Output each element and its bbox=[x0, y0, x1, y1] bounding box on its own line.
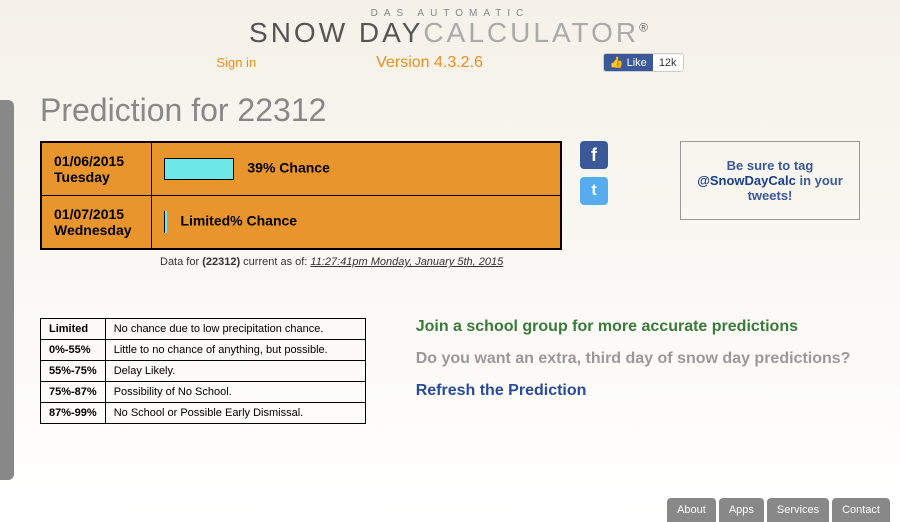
social-column: f t bbox=[580, 141, 608, 205]
tag-callout-box: Be sure to tag @SnowDayCalc in your twee… bbox=[680, 141, 860, 220]
fb-like-label: Like bbox=[627, 57, 647, 69]
date-cell-2: 01/07/2015 Wednesday bbox=[41, 196, 151, 250]
legend-desc: No chance due to low precipitation chanc… bbox=[105, 319, 365, 340]
subheader: Sign in Version 4.3.2.6 👍 Like 12k bbox=[0, 53, 900, 72]
legend-range: Limited bbox=[41, 319, 106, 340]
title-calc: CALCULATOR bbox=[423, 17, 639, 48]
legend-row: 55%-75%Delay Likely. bbox=[41, 361, 366, 382]
left-side-tab[interactable] bbox=[0, 100, 14, 480]
title-snow: SNOW DAY bbox=[249, 17, 423, 48]
chance-bar-2 bbox=[164, 211, 167, 233]
day-2: Wednesday bbox=[54, 222, 132, 238]
footer-tab-contact[interactable]: Contact bbox=[832, 498, 890, 522]
note-zip: (22312) bbox=[202, 256, 240, 268]
prediction-row-2: 01/07/2015 Wednesday Limited% Chance bbox=[41, 196, 561, 250]
chance-cell-1: 39% Chance bbox=[151, 142, 561, 196]
facebook-icon[interactable]: f bbox=[580, 141, 608, 169]
legend-table: LimitedNo chance due to low precipitatio… bbox=[40, 318, 366, 424]
footer-tab-services[interactable]: Services bbox=[767, 498, 829, 522]
date-1: 01/06/2015 bbox=[54, 153, 124, 169]
twitter-icon[interactable]: t bbox=[580, 177, 608, 205]
day-1: Tuesday bbox=[54, 169, 110, 185]
chance-cell-2: Limited% Chance bbox=[151, 196, 561, 250]
legend-range: 75%-87% bbox=[41, 382, 106, 403]
refresh-link[interactable]: Refresh the Prediction bbox=[416, 382, 851, 400]
lower-section: LimitedNo chance due to low precipitatio… bbox=[40, 318, 860, 424]
join-group-link[interactable]: Join a school group for more accurate pr… bbox=[416, 318, 851, 336]
site-title: SNOW DAYCALCULATOR® bbox=[0, 17, 900, 49]
registered-mark: ® bbox=[639, 21, 651, 35]
fb-like-count: 12k bbox=[653, 55, 683, 71]
prediction-row-1: 01/06/2015 Tuesday 39% Chance bbox=[41, 142, 561, 196]
date-2: 01/07/2015 bbox=[54, 206, 124, 222]
footer-tab-apps[interactable]: Apps bbox=[719, 498, 764, 522]
chance-text-2: Limited% Chance bbox=[180, 213, 297, 229]
legend-range: 87%-99% bbox=[41, 403, 106, 424]
prediction-table-wrap: 01/06/2015 Tuesday 39% Chance 01/07/2015… bbox=[40, 141, 562, 268]
data-timestamp-note: Data for (22312) current as of: 11:27:41… bbox=[160, 256, 562, 268]
action-links: Join a school group for more accurate pr… bbox=[416, 318, 851, 400]
legend-desc: No School or Possible Early Dismissal. bbox=[105, 403, 365, 424]
note-mid: current as of: bbox=[240, 256, 310, 268]
legend-row: 87%-99%No School or Possible Early Dismi… bbox=[41, 403, 366, 424]
footer-tab-about[interactable]: About bbox=[667, 498, 716, 522]
prediction-row: 01/06/2015 Tuesday 39% Chance 01/07/2015… bbox=[40, 141, 860, 268]
prediction-table: 01/06/2015 Tuesday 39% Chance 01/07/2015… bbox=[40, 141, 562, 250]
legend-desc: Delay Likely. bbox=[105, 361, 365, 382]
legend-desc: Possibility of No School. bbox=[105, 382, 365, 403]
signin-link[interactable]: Sign in bbox=[216, 55, 256, 70]
thumbs-up-icon: 👍 bbox=[610, 56, 624, 69]
chance-bar-1 bbox=[164, 158, 234, 180]
note-prefix: Data for bbox=[160, 256, 202, 268]
facebook-like-inner: 👍 Like bbox=[604, 54, 653, 71]
legend-desc: Little to no chance of anything, but pos… bbox=[105, 340, 365, 361]
extra-day-text: Do you want an extra, third day of snow … bbox=[416, 350, 851, 368]
chance-text-1: 39% Chance bbox=[247, 160, 329, 176]
header: DAS AUTOMATIC SNOW DAYCALCULATOR® Sign i… bbox=[0, 0, 900, 72]
legend-row: 75%-87%Possibility of No School. bbox=[41, 382, 366, 403]
legend-range: 55%-75% bbox=[41, 361, 106, 382]
date-cell-1: 01/06/2015 Tuesday bbox=[41, 142, 151, 196]
tag-pre: Be sure to tag bbox=[727, 158, 814, 173]
note-time: 11:27:41pm Monday, January 5th, 2015 bbox=[310, 256, 503, 268]
prediction-heading: Prediction for 22312 bbox=[40, 92, 860, 129]
main-content: Prediction for 22312 01/06/2015 Tuesday … bbox=[0, 72, 900, 424]
footer-tabs: About Apps Services Contact bbox=[667, 498, 890, 522]
legend-row: 0%-55%Little to no chance of anything, b… bbox=[41, 340, 366, 361]
facebook-like-button[interactable]: 👍 Like 12k bbox=[603, 53, 684, 72]
legend-range: 0%-55% bbox=[41, 340, 106, 361]
legend-row: LimitedNo chance due to low precipitatio… bbox=[41, 319, 366, 340]
tag-handle[interactable]: @SnowDayCalc bbox=[697, 173, 796, 188]
version-label: Version 4.3.2.6 bbox=[376, 54, 483, 72]
